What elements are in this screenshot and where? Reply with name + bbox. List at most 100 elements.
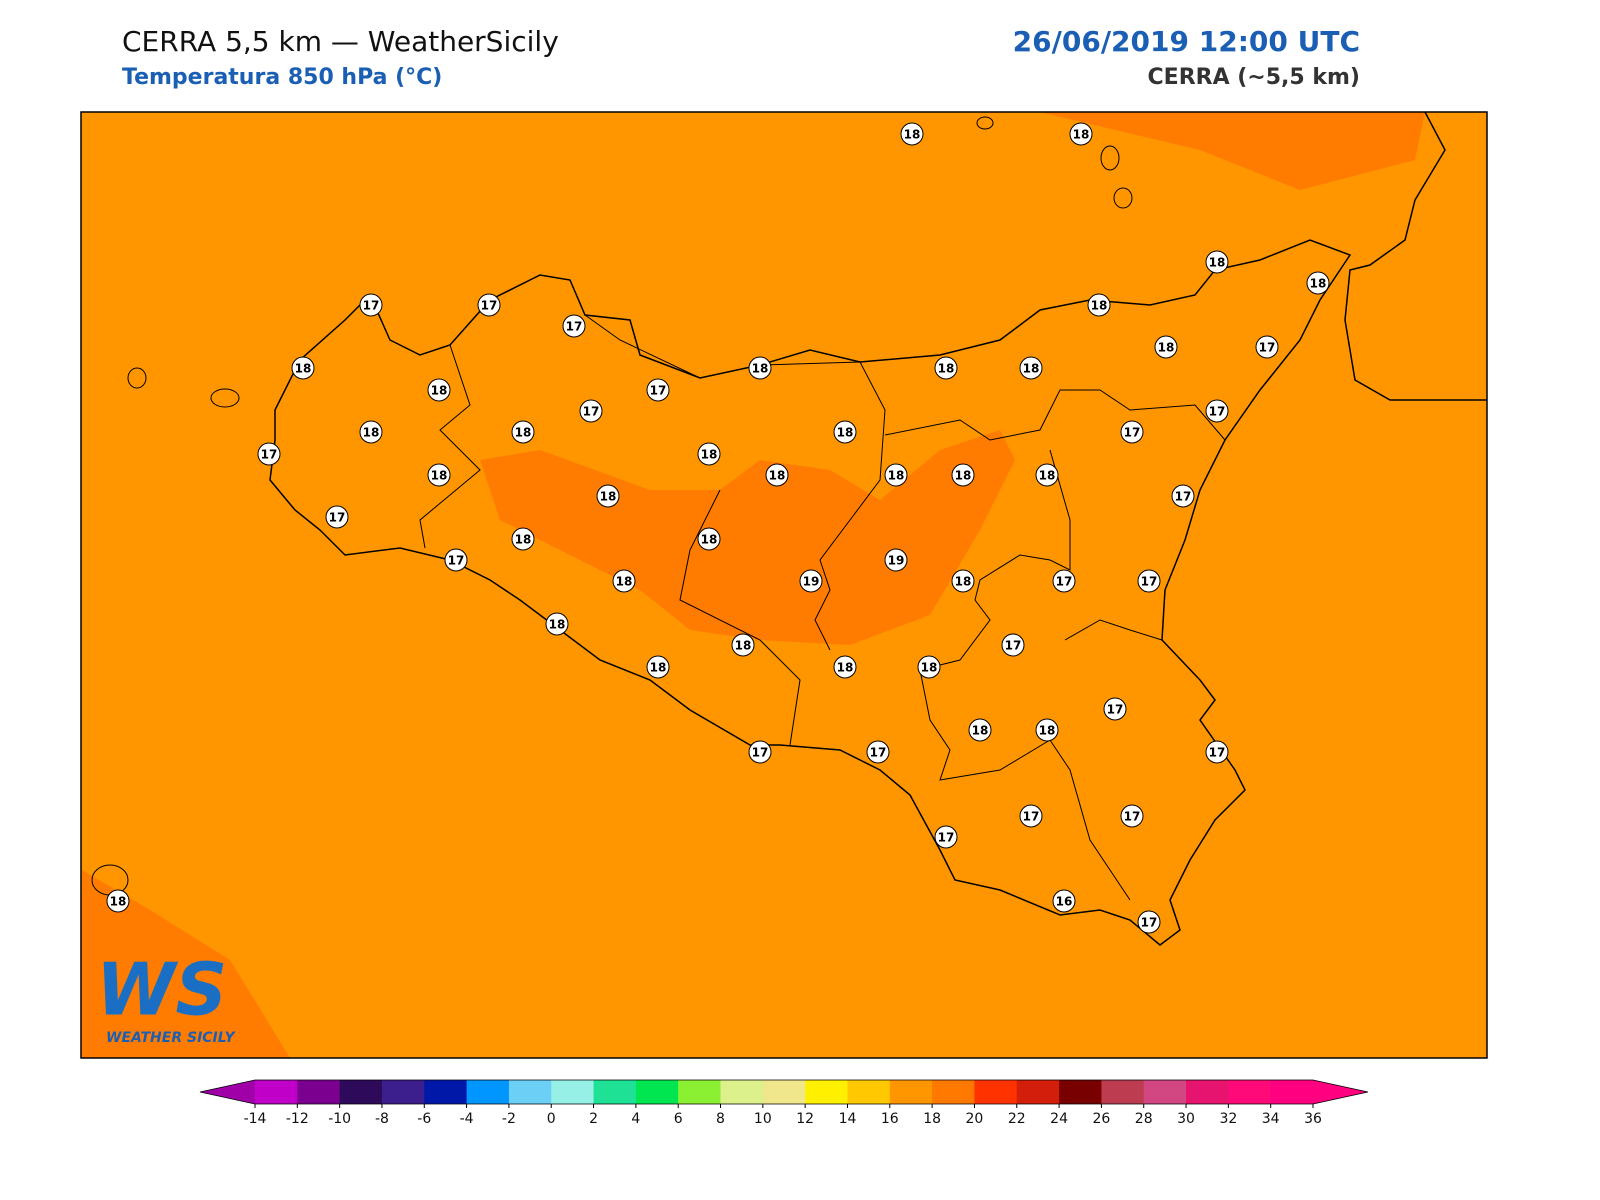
station-marker [1120, 420, 1144, 444]
logo-mark: WS [96, 948, 227, 1032]
station: 18 [1035, 718, 1059, 742]
station: 17 [579, 399, 603, 423]
map-frame [80, 111, 1488, 1059]
station-marker [427, 463, 451, 487]
station: 17 [359, 293, 383, 317]
station-value: 18 [1158, 341, 1175, 355]
colorbar-segment [678, 1080, 722, 1104]
colorbar-segment [847, 1080, 891, 1104]
station-marker [1137, 910, 1161, 934]
station-marker [833, 420, 857, 444]
station-marker [951, 569, 975, 593]
station: 18 [968, 718, 992, 742]
colorbar-tick-label: 28 [1135, 1111, 1153, 1127]
station-value: 18 [938, 362, 955, 376]
colorbar-segment [255, 1080, 298, 1104]
warm-area [82, 870, 290, 1058]
station-value: 18 [616, 575, 633, 589]
station: 18 [511, 527, 535, 551]
station-marker [545, 612, 569, 636]
province-border [419, 314, 1226, 901]
coastline [1344, 111, 1487, 401]
station-value: 18 [515, 533, 532, 547]
station: 17 [1205, 740, 1229, 764]
station-marker [1120, 804, 1144, 828]
colorbar-tick-label: 18 [923, 1111, 941, 1127]
station-marker [1255, 335, 1279, 359]
station-value: 18 [1073, 128, 1090, 142]
station: 18 [596, 484, 620, 508]
colorbar-tick-label: -12 [286, 1111, 309, 1127]
station: 18 [106, 889, 130, 913]
station: 19 [799, 569, 823, 593]
station-value: 19 [888, 554, 905, 568]
station-value: 17 [1209, 405, 1226, 419]
colorbar-segment [805, 1080, 848, 1104]
station-value: 18 [650, 661, 667, 675]
station-marker [968, 718, 992, 742]
colorbar-tick-label: -2 [502, 1111, 516, 1127]
island [1113, 187, 1133, 209]
colorbar-tick-label: 26 [1092, 1111, 1110, 1127]
colorbar-tick-label: -8 [375, 1111, 389, 1127]
colorbar-tick-label: 4 [631, 1111, 640, 1127]
colorbar-under [200, 1080, 255, 1104]
station: 17 [477, 293, 501, 317]
station: 18 [1019, 356, 1043, 380]
station-value: 18 [701, 448, 718, 462]
colorbar-tick-label: 24 [1050, 1111, 1068, 1127]
station: 17 [1019, 804, 1043, 828]
station-value: 18 [955, 469, 972, 483]
station-value: 18 [888, 469, 905, 483]
station-marker [917, 655, 941, 679]
colorbar-segment [1059, 1080, 1102, 1104]
colorbar-segment [1143, 1080, 1187, 1104]
colorbar-segment [297, 1080, 341, 1104]
station: 17 [1001, 633, 1025, 657]
station-marker [325, 505, 349, 529]
colorbar-segment [551, 1080, 595, 1104]
station: 19 [884, 548, 908, 572]
station-marker [884, 463, 908, 487]
colorbar-tick-label: 6 [674, 1111, 683, 1127]
island [210, 388, 240, 408]
station-marker [799, 569, 823, 593]
station: 17 [1137, 569, 1161, 593]
title: CERRA 5,5 km — WeatherSicily [122, 25, 559, 58]
colorbar-tick-label: 30 [1177, 1111, 1195, 1127]
station: 18 [1154, 335, 1178, 359]
station-value: 17 [1107, 703, 1124, 717]
station-marker [1205, 740, 1229, 764]
station-marker [866, 740, 890, 764]
colorbar-segment [381, 1080, 425, 1104]
station: 17 [1255, 335, 1279, 359]
station-marker [1205, 399, 1229, 423]
colorbar-segment [1016, 1080, 1060, 1104]
station: 18 [511, 420, 535, 444]
station-marker [934, 356, 958, 380]
station: 18 [1069, 122, 1093, 146]
station: 18 [833, 655, 857, 679]
station-value: 17 [1259, 341, 1276, 355]
station-marker [359, 293, 383, 317]
logo-name: WEATHER SICILY [106, 1030, 237, 1046]
station-value: 18 [1039, 469, 1056, 483]
warm-area [480, 430, 1015, 645]
station-marker [1154, 335, 1178, 359]
station-value: 17 [1056, 575, 1073, 589]
station: 18 [765, 463, 789, 487]
station: 18 [359, 420, 383, 444]
coastline [269, 239, 1352, 946]
station: 18 [291, 356, 315, 380]
station-marker [1001, 633, 1025, 657]
station-marker [579, 399, 603, 423]
colorbar-tick-label: 10 [754, 1111, 772, 1127]
station: 17 [562, 314, 586, 338]
station-value: 18 [600, 490, 617, 504]
station: 17 [934, 825, 958, 849]
station: 18 [1306, 271, 1330, 295]
station: 18 [545, 612, 569, 636]
station: 18 [427, 463, 451, 487]
colorbar-tick-label: -10 [328, 1111, 351, 1127]
